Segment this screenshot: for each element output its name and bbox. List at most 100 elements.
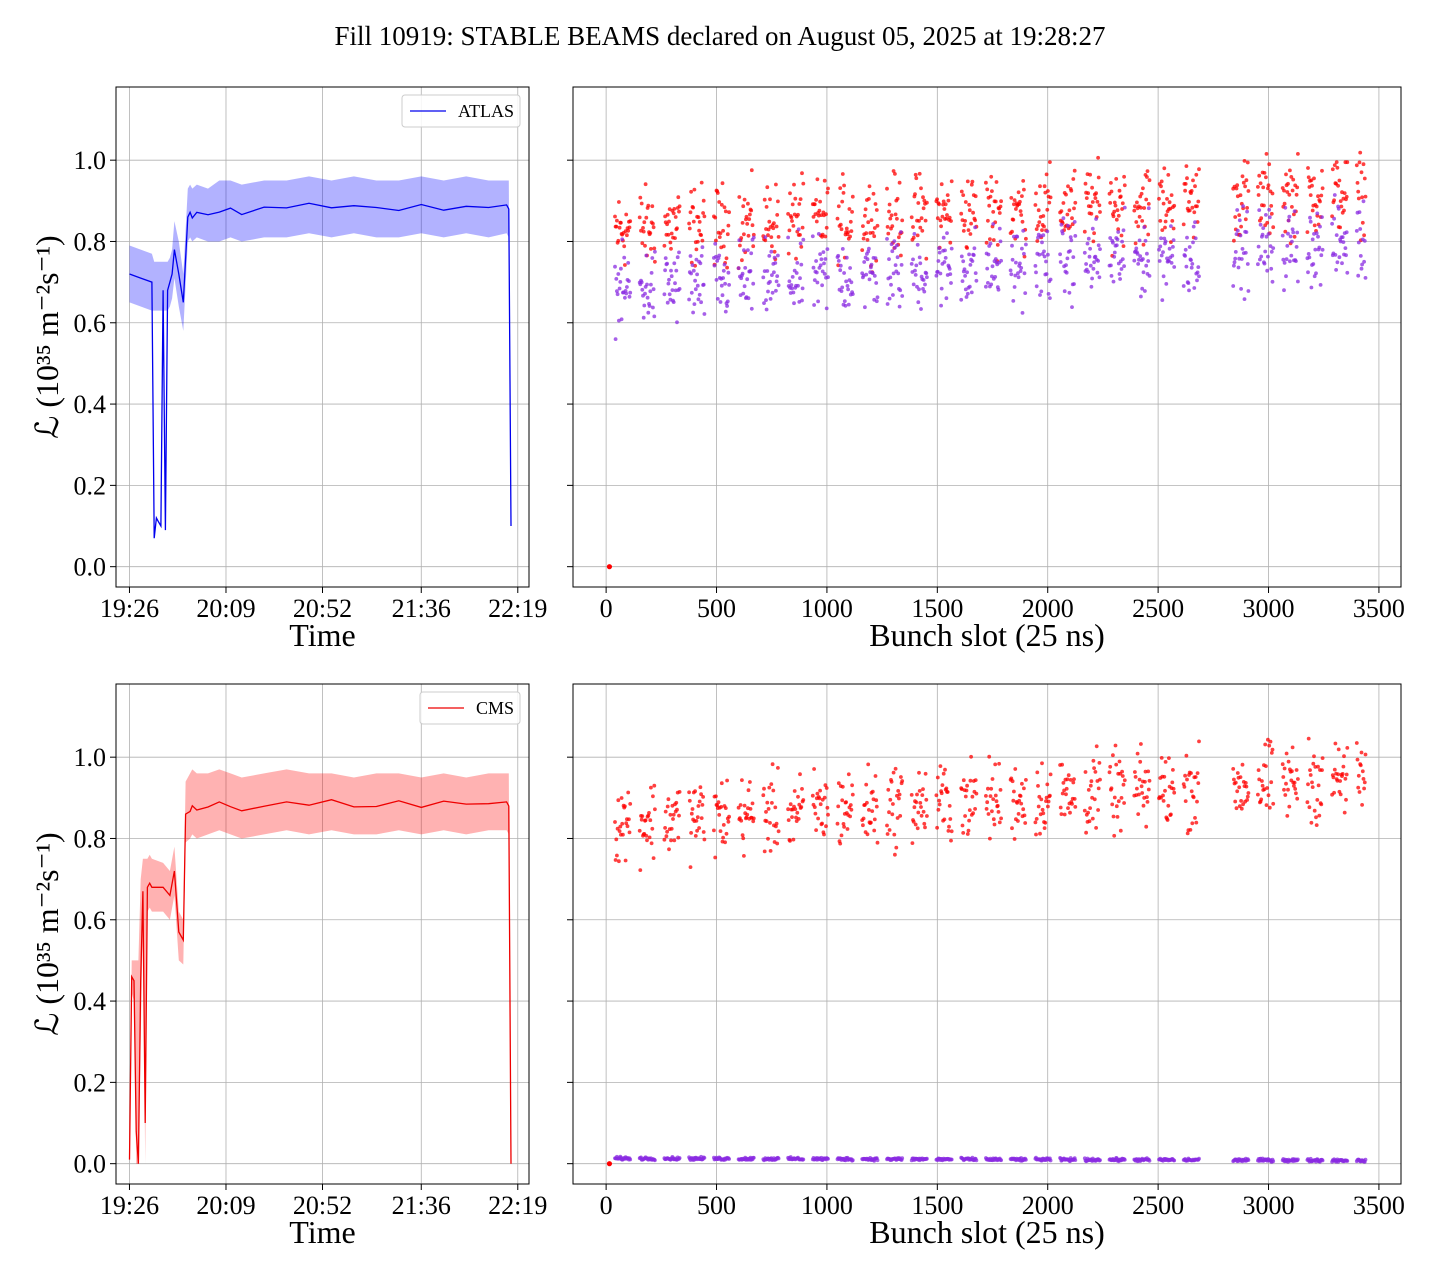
data-point bbox=[1289, 253, 1294, 258]
data-point bbox=[1137, 214, 1142, 219]
data-point bbox=[893, 212, 898, 217]
data-point bbox=[1012, 285, 1017, 289]
data-point bbox=[644, 215, 649, 220]
data-point bbox=[1068, 778, 1073, 782]
data-point bbox=[776, 1156, 781, 1161]
data-point bbox=[1190, 262, 1195, 266]
data-point bbox=[773, 805, 778, 810]
data-point bbox=[840, 199, 845, 204]
data-point bbox=[934, 273, 939, 278]
data-point bbox=[1196, 199, 1201, 204]
data-point bbox=[1261, 185, 1266, 190]
data-point bbox=[887, 810, 891, 815]
uncertainty-band bbox=[129, 176, 511, 526]
data-point bbox=[622, 255, 627, 260]
data-point bbox=[1295, 230, 1300, 235]
data-point bbox=[795, 261, 800, 265]
data-point bbox=[1318, 199, 1322, 204]
data-point bbox=[1332, 216, 1336, 221]
y-tick-label: 0.8 bbox=[74, 824, 107, 853]
data-point bbox=[1058, 252, 1062, 257]
data-point bbox=[1340, 772, 1345, 776]
data-point bbox=[1040, 807, 1045, 812]
data-point bbox=[886, 231, 891, 236]
data-point bbox=[747, 217, 752, 222]
data-point bbox=[676, 195, 681, 200]
data-point bbox=[1241, 180, 1246, 185]
data-point bbox=[715, 297, 720, 301]
data-point bbox=[637, 828, 642, 833]
data-point bbox=[793, 807, 798, 811]
data-point bbox=[1012, 234, 1016, 239]
data-point bbox=[986, 281, 990, 285]
data-point bbox=[1146, 769, 1151, 774]
data-point bbox=[1046, 189, 1050, 193]
data-point bbox=[739, 818, 744, 823]
data-point bbox=[1167, 756, 1171, 760]
data-point bbox=[1109, 181, 1113, 185]
data-point bbox=[1120, 769, 1124, 774]
data-point bbox=[1083, 770, 1088, 774]
data-point bbox=[1336, 747, 1341, 752]
x-tick-label: 2000 bbox=[1022, 594, 1074, 623]
data-point bbox=[893, 172, 897, 176]
data-point bbox=[689, 811, 694, 816]
data-point bbox=[720, 181, 725, 186]
data-point bbox=[673, 281, 677, 286]
data-point bbox=[941, 771, 946, 776]
data-point bbox=[620, 237, 625, 242]
data-point bbox=[1312, 223, 1317, 228]
data-point bbox=[606, 564, 613, 570]
data-point bbox=[1187, 288, 1191, 293]
data-point bbox=[1072, 777, 1076, 781]
data-point bbox=[1024, 242, 1028, 247]
data-point bbox=[645, 295, 650, 300]
data-point bbox=[1187, 245, 1192, 249]
data-point bbox=[846, 772, 851, 777]
data-point bbox=[945, 790, 950, 794]
data-point bbox=[791, 224, 796, 228]
data-point bbox=[1046, 252, 1050, 257]
data-point bbox=[964, 295, 969, 299]
data-point bbox=[1262, 203, 1266, 208]
data-point bbox=[1306, 166, 1310, 170]
data-point bbox=[848, 803, 853, 807]
data-point bbox=[915, 792, 919, 797]
data-point bbox=[1159, 756, 1164, 760]
data-point bbox=[1237, 785, 1242, 790]
data-point bbox=[1232, 238, 1236, 243]
data-point bbox=[893, 766, 898, 771]
data-point bbox=[948, 272, 953, 276]
data-point bbox=[613, 214, 617, 219]
data-point bbox=[848, 219, 853, 224]
data-point bbox=[969, 754, 973, 759]
data-point bbox=[775, 213, 780, 217]
data-point bbox=[1344, 230, 1349, 235]
data-point bbox=[1161, 799, 1166, 803]
data-point bbox=[1122, 801, 1126, 805]
data-point bbox=[798, 197, 803, 202]
data-point bbox=[897, 792, 902, 797]
data-point bbox=[627, 294, 632, 299]
data-point bbox=[722, 262, 727, 267]
data-point bbox=[725, 304, 729, 308]
data-point bbox=[937, 246, 941, 251]
x-tick-label: 0 bbox=[600, 594, 613, 623]
data-point bbox=[948, 240, 953, 245]
data-point bbox=[961, 259, 966, 264]
data-point bbox=[1269, 780, 1274, 785]
data-point bbox=[1319, 253, 1324, 258]
x-tick-label: 20:09 bbox=[196, 1191, 255, 1220]
data-point bbox=[1306, 270, 1310, 275]
data-point bbox=[994, 799, 999, 804]
data-point bbox=[1290, 227, 1295, 232]
data-point bbox=[865, 800, 869, 805]
data-point bbox=[725, 778, 729, 783]
data-point bbox=[1141, 257, 1145, 261]
figure-title: Fill 10919: STABLE BEAMS declared on Aug… bbox=[334, 21, 1105, 51]
data-point bbox=[701, 795, 705, 799]
data-point bbox=[1090, 276, 1094, 281]
data-point bbox=[695, 815, 700, 820]
data-point bbox=[1068, 235, 1073, 240]
data-point bbox=[672, 261, 677, 266]
